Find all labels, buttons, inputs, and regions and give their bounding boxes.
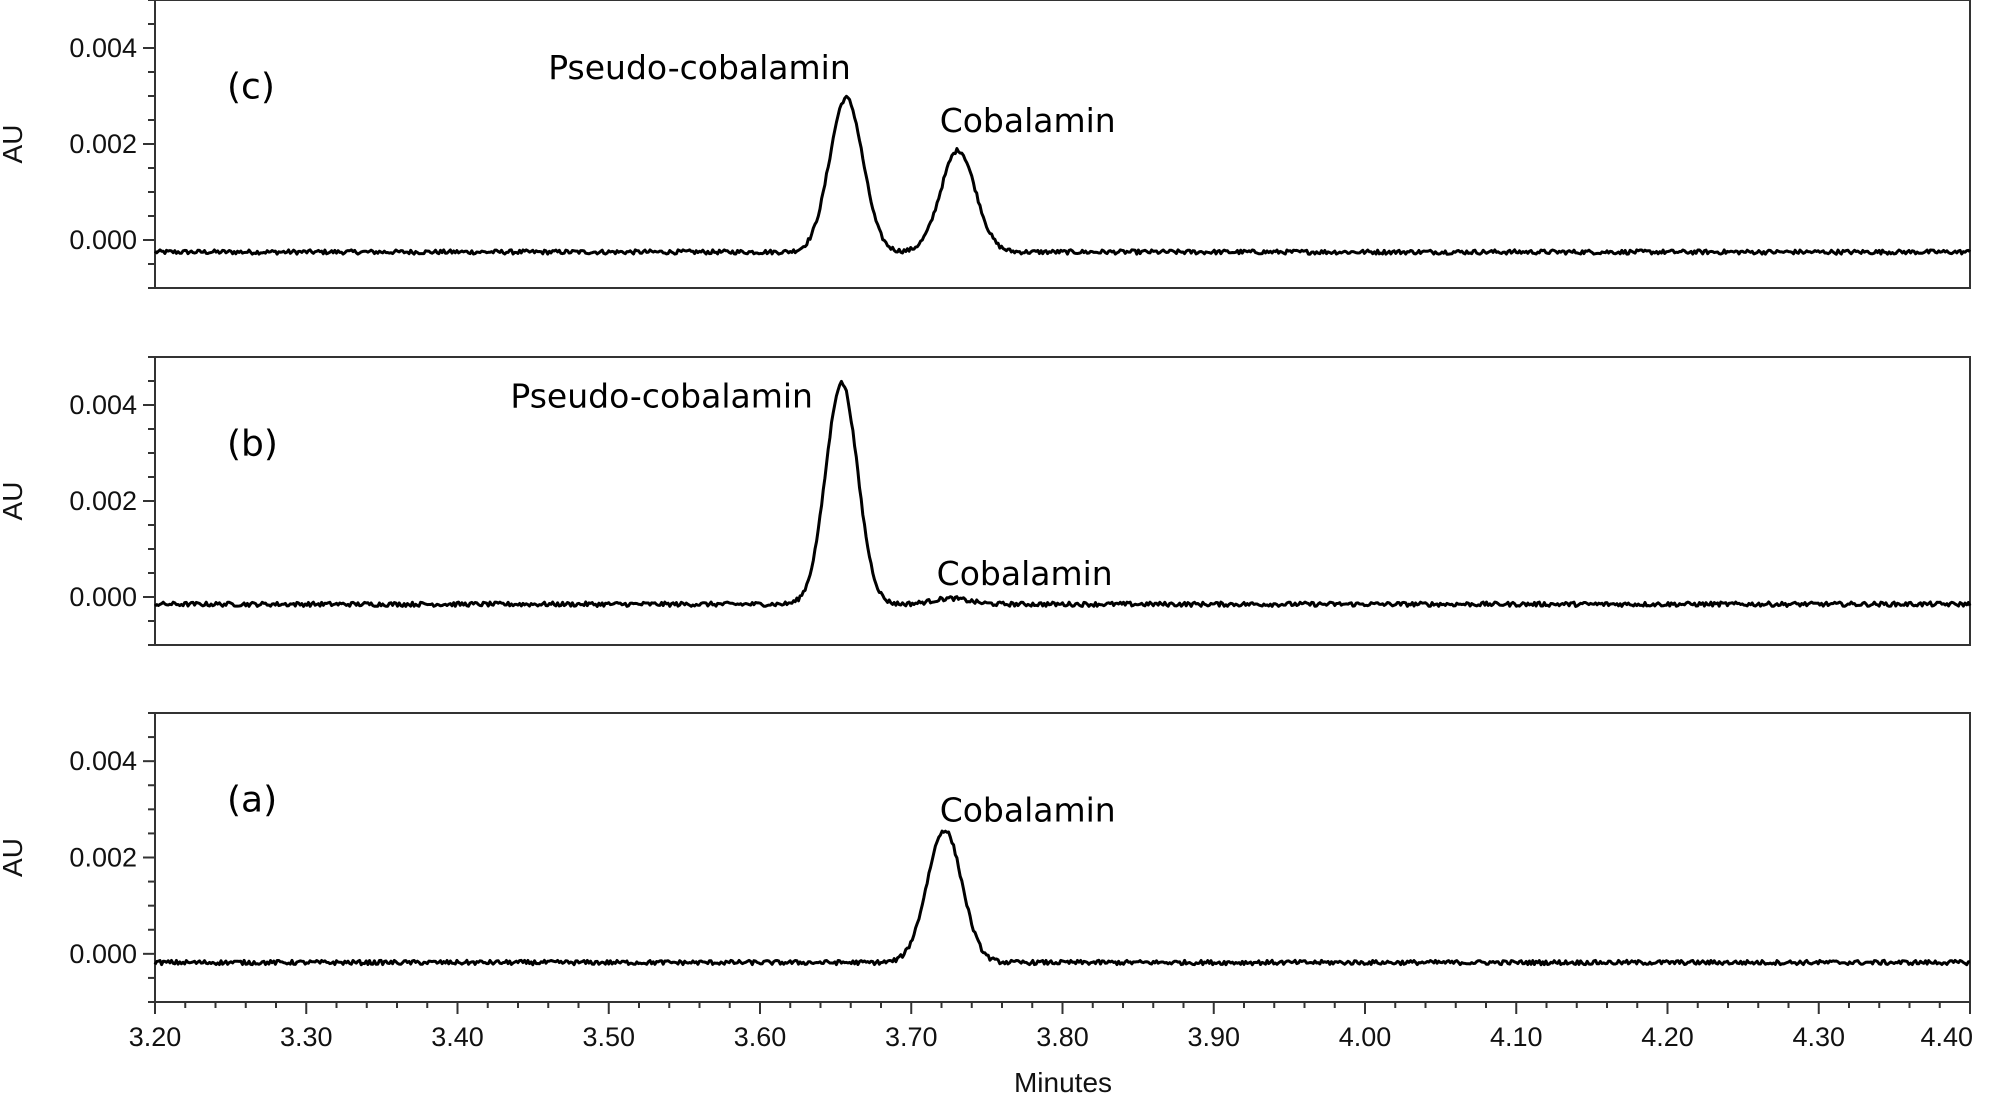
peak-annotation: Cobalamin	[937, 554, 1113, 593]
x-tick-label: 4.00	[1339, 1022, 1392, 1052]
x-axis-title: Minutes	[1014, 1067, 1112, 1095]
peak-annotation: Pseudo-cobalamin	[510, 376, 813, 415]
plot-frame	[154, 0, 1971, 289]
x-tick-label: 3.20	[129, 1022, 182, 1052]
x-tick-label: 4.40	[1920, 1022, 1973, 1052]
y-tick-label: 0.000	[69, 225, 137, 255]
x-tick-label: 3.50	[582, 1022, 635, 1052]
y-tick-label: 0.002	[69, 486, 137, 516]
y-tick-label: 0.000	[69, 939, 137, 969]
panel-label: (c)	[227, 66, 275, 107]
y-tick-label: 0.004	[69, 33, 137, 63]
y-axis-title: AU	[0, 482, 28, 521]
x-tick-label: 3.80	[1036, 1022, 1089, 1052]
chromatogram-trace	[154, 94, 1971, 256]
y-tick-label: 0.000	[69, 582, 137, 612]
y-tick-label: 0.002	[69, 129, 137, 159]
x-tick-label: 3.30	[280, 1022, 333, 1052]
panel-c: 0.004 0.002 0.000 AU (c) Pseudo-cobalamin Coba…	[0, 0, 1971, 289]
plot-frame	[154, 712, 1971, 1003]
x-tick-label: 3.90	[1187, 1022, 1240, 1052]
y-axis-title: AU	[0, 125, 28, 164]
x-tick-label: 3.70	[885, 1022, 938, 1052]
panel-label: (b)	[227, 423, 278, 464]
peak-annotation: Pseudo-cobalamin	[548, 48, 851, 87]
x-tick-label: 4.10	[1490, 1022, 1543, 1052]
x-tick-label: 4.20	[1641, 1022, 1694, 1052]
x-tick-label: 3.40	[431, 1022, 484, 1052]
panel-b: 0.004 0.002 0.000 AU (b) Pseudo-cobalamin Coba…	[0, 356, 1972, 646]
y-tick-label: 0.004	[69, 390, 137, 420]
chromatogram-trace	[153, 829, 1971, 967]
chromatogram-trace	[154, 379, 1972, 608]
y-tick-label: 0.002	[69, 843, 137, 873]
peak-annotation: Cobalamin	[940, 790, 1116, 829]
x-tick-label: 4.30	[1792, 1022, 1845, 1052]
y-tick-label: 0.004	[69, 746, 137, 776]
x-tick-label: 3.60	[734, 1022, 787, 1052]
peak-annotation: Cobalamin	[940, 101, 1116, 140]
y-axis-title: AU	[0, 838, 28, 877]
panel-a: 0.004 0.002 0.000 AU (a) Cobalamin 3.20 3.30 3.4…	[0, 712, 1973, 1052]
panel-label: (a)	[227, 780, 277, 821]
